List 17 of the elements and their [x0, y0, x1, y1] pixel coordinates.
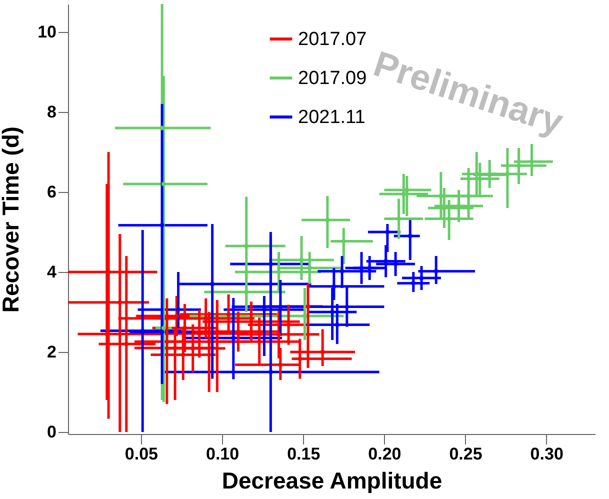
x-tick-label: 0.25 — [449, 444, 482, 464]
y-tick-label: 6 — [47, 182, 56, 202]
x-tick-label: 0.20 — [368, 444, 402, 464]
x-tick-label: 0.10 — [206, 444, 240, 464]
y-tick-label: 0 — [47, 422, 56, 442]
y-tick-label: 10 — [38, 22, 56, 42]
y-tick-label: 2 — [47, 342, 56, 362]
x-tick-label: 0.30 — [530, 444, 564, 464]
x-tick-label: 0.05 — [124, 444, 158, 464]
x-tick-label: 0.15 — [287, 444, 320, 464]
legend-label: 2017.09 — [298, 68, 367, 89]
x-axis-title: Decrease Amplitude — [222, 468, 442, 494]
y-tick-label: 8 — [47, 102, 56, 122]
legend-label: 2021.11 — [298, 107, 366, 128]
y-axis-title: Recover Time (d) — [0, 126, 24, 313]
y-tick-label: 4 — [47, 262, 58, 282]
legend-label: 2017.07 — [298, 29, 367, 50]
